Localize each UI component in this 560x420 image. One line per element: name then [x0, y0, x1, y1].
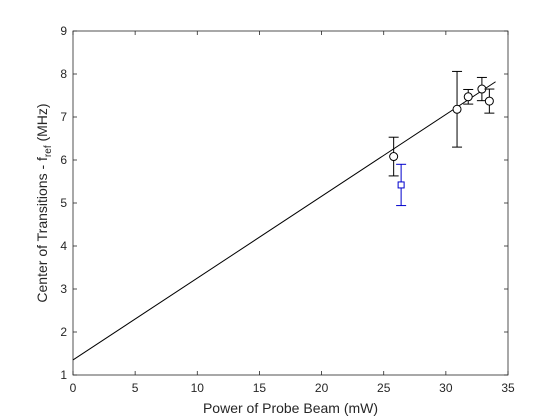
fit-line	[72, 81, 496, 361]
x-axis-label: Power of Probe Beam (mW)	[203, 400, 378, 416]
x-tick-label: 10	[191, 381, 205, 395]
y-tick-label: 6	[60, 153, 67, 167]
x-tick-label: 30	[439, 381, 453, 395]
data-point-square	[397, 181, 405, 189]
x-tick-label: 5	[132, 381, 139, 395]
y-axis-label: Center of Transitions - fref (MHz)	[34, 103, 54, 302]
y-tick-label: 3	[60, 282, 67, 296]
x-tick-label: 20	[315, 381, 329, 395]
x-axis-ticks: 0 5 10 15 20 25 30 35	[70, 31, 515, 395]
y-axis-label-main: Center of Transitions - f	[34, 157, 50, 303]
data-point-circle	[452, 104, 462, 114]
y-tick-label: 9	[60, 24, 67, 38]
x-tick-label: 25	[377, 381, 391, 395]
x-tick-label: 0	[70, 381, 77, 395]
y-tick-label: 7	[60, 110, 67, 124]
y-axis-label-unit: (MHz)	[34, 103, 50, 145]
plot-area	[72, 30, 509, 376]
x-tick-label: 15	[253, 381, 267, 395]
y-tick-label: 4	[60, 239, 67, 253]
y-axis-label-subscript: ref	[43, 145, 54, 157]
y-tick-label: 5	[60, 196, 67, 210]
y-tick-label: 2	[60, 325, 67, 339]
data-point-circle	[463, 92, 473, 102]
y-tick-label: 8	[60, 67, 67, 81]
y-axis-ticks: 1 2 3 4 5 6 7 8 9	[60, 24, 508, 382]
x-tick-label: 35	[501, 381, 515, 395]
data-points-layer	[388, 70, 495, 207]
y-tick-label: 1	[60, 368, 67, 382]
data-point-circle	[484, 96, 494, 106]
fit-line-layer	[72, 81, 496, 361]
data-point-circle	[389, 152, 399, 162]
